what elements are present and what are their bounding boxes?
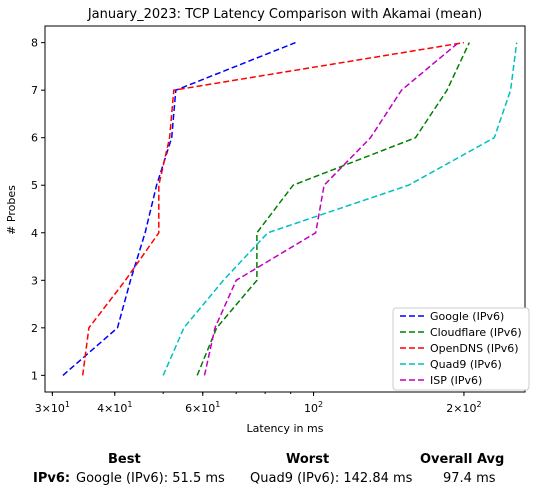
y-axis: 1 2 3 4 5 6 7 8 [31,37,45,382]
y-tick-label: 1 [31,369,38,382]
series-line-4 [203,42,459,376]
y-tick-label: 3 [31,274,38,287]
legend: Google (IPv6) Cloudflare (IPv6) OpenDNS (I… [392,307,530,391]
y-tick-label: 4 [31,227,38,240]
summary-worst-header: Worst [286,452,330,467]
summary-worst-value: Quad9 (IPv6): 142.84 ms [250,471,413,486]
summary-best-value: Google (IPv6): 51.5 ms [76,471,225,486]
legend-box [392,307,530,391]
summary-best-header: Best [108,452,141,467]
chart-title: January_2023: TCP Latency Comparison wit… [87,7,482,22]
summary-row-label: IPv6: [33,471,71,486]
x-tick-label: 2×102 [446,400,481,415]
legend-label: Google (IPv6) [430,310,504,323]
series-line-2 [81,41,465,376]
legend-label: ISP (IPv6) [430,374,482,387]
series-lines [62,41,518,376]
x-tick-label: 6×101 [185,400,220,415]
y-tick-label: 8 [31,37,38,50]
x-tick-label: 3×101 [35,400,70,415]
x-axis-label: Latency in ms [247,422,324,435]
y-axis-label: # Probes [5,185,18,235]
legend-label: OpenDNS (IPv6) [430,342,519,355]
y-tick-label: 5 [31,179,38,192]
series-line-1 [196,42,470,376]
legend-label: Quad9 (IPv6) [430,358,502,371]
x-tick-label: 102 [304,400,323,415]
y-tick-label: 7 [31,84,38,97]
series-line-0 [62,41,296,376]
x-axis: 3×101 4×101 6×101 102 2×102 [35,392,482,415]
y-tick-label: 2 [31,322,38,335]
series-line-3 [162,42,518,376]
summary-overall-value: 97.4 ms [443,471,496,486]
x-tick-label: 4×101 [97,400,132,415]
y-tick-label: 6 [31,132,38,145]
summary-overall-header: Overall Avg [420,452,505,467]
legend-label: Cloudflare (IPv6) [430,326,522,339]
